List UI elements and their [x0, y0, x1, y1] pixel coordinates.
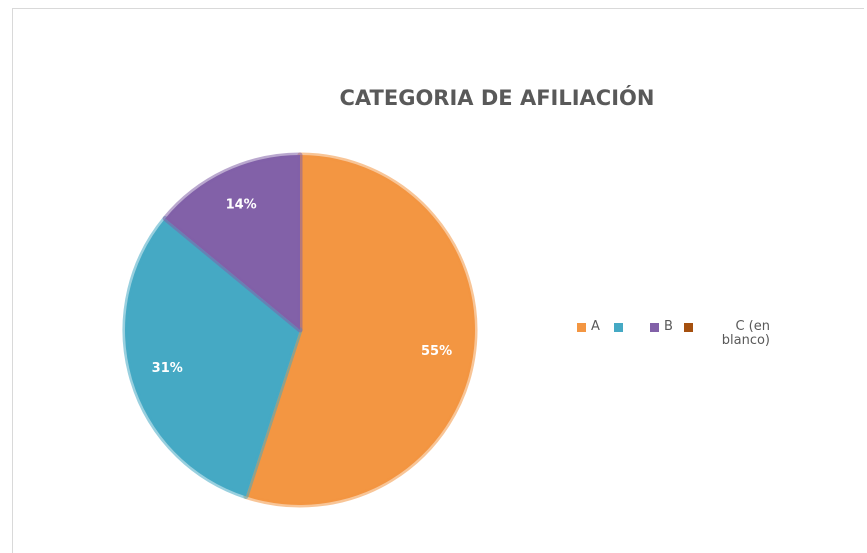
data-label: 55% [421, 344, 452, 359]
legend-label: C (en blanco) [721, 319, 770, 348]
legend-swatch [650, 323, 659, 332]
pie-slice [243, 152, 478, 508]
legend-label: B [664, 319, 673, 334]
pie-slice [122, 215, 303, 499]
legend-swatch [577, 323, 586, 332]
pie-slice [162, 152, 303, 333]
chart-title: CATEGORIA DE AFILIACIÓN [340, 85, 655, 110]
legend-swatch [614, 323, 623, 332]
legend-item [614, 320, 628, 332]
data-label: 14% [226, 197, 257, 212]
chart-frame [12, 8, 864, 553]
legend-swatch [684, 323, 693, 332]
legend-item: A [577, 320, 600, 334]
data-label: 31% [152, 361, 183, 376]
legend-label: A [591, 319, 600, 334]
legend-item: C (en blanco) [684, 320, 770, 348]
legend-item: B [650, 320, 673, 334]
